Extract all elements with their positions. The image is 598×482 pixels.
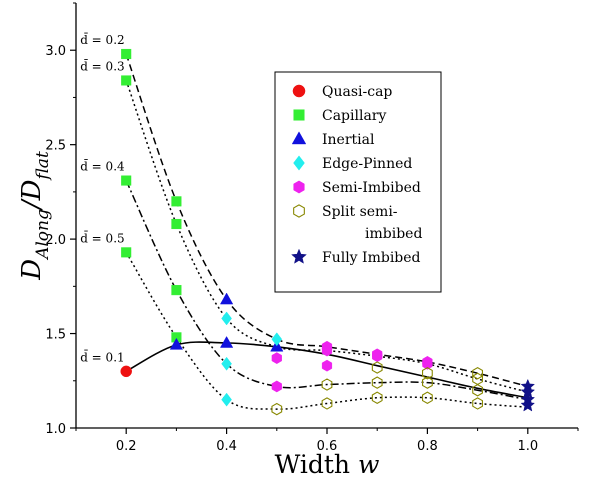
edge-pinned-marker [271,332,283,347]
inertial-marker [219,335,234,348]
x-tick-label: 0.4 [216,439,237,454]
split-semi-imbibed-marker [321,378,333,391]
split-semi-imbibed-marker [371,361,383,374]
split-semi-imbibed-marker [421,391,433,405]
split-semi-imbibed-marker [371,391,383,405]
capillary-marker [171,218,182,230]
legend-capillary-marker [293,109,305,121]
edge-pinned-marker [221,356,232,371]
inertial-marker [169,337,184,350]
legend-fully-imbibed-marker [291,248,307,264]
legend-split-semi-imbibed-marker [293,204,305,218]
split-semi-imbibed-marker [421,376,433,389]
line-label: d̄ = 0.2 [80,31,124,47]
x-tick-label: 0.6 [317,439,338,454]
legend-quasi-cap-marker [292,84,306,98]
capillary-marker [121,75,132,86]
legend-split-semi-imbibed-label: imbibed [365,226,422,242]
x-tick-label: 0.8 [417,439,438,454]
axis-titles: Width w DAlong/Dflat [17,151,379,479]
quasi-cap-marker [120,365,132,378]
data-markers [120,48,536,416]
semi-imbibed-marker [372,350,383,363]
inertial-marker [219,292,234,305]
capillary-marker [121,175,132,186]
semi-imbibed-marker [271,352,282,364]
capillary-marker [121,48,132,60]
legend-semi-imbibed-label: Semi-Imbibed [322,180,421,196]
split-semi-imbibed-marker [472,397,484,410]
legend-fully-imbibed-label: Fully Imbibed [322,250,421,266]
edge-pinned-marker [221,392,232,407]
split-semi-imbibed-marker [421,366,433,380]
y-tick-label: 1.0 [45,422,66,437]
line-label: d̄ = 0.3 [80,58,124,74]
series-line [125,251,528,410]
line-label: d̄ = 0.1 [80,349,124,365]
y-tick-label: 1.5 [45,328,66,343]
x-tick-label: 0.2 [116,439,137,454]
line-label: d̄ = 0.4 [80,158,125,174]
series-line [125,180,528,401]
x-tick-label: 1.0 [517,439,538,454]
split-semi-imbibed-marker [472,383,484,397]
legend-quasi-cap-label: Quasi-cap [322,84,392,100]
capillary-marker [171,285,182,296]
legend-inertial-marker [291,131,307,145]
capillary-marker [121,247,132,258]
y-axis-title: DAlong/Dflat [17,151,53,281]
edge-pinned-marker [221,311,232,326]
line-annotations: d̄ = 0.2 d̄ = 0.3 d̄ = 0.4 d̄ = 0.5 d̄ = 0.1 [80,31,125,364]
line-label: d̄ = 0.5 [80,230,124,246]
legend-edge-pinned-label: Edge-Pinned [322,156,412,172]
capillary-marker [171,196,182,207]
legend-semi-imbibed-marker [293,180,305,194]
split-semi-imbibed-marker [472,366,484,380]
semi-imbibed-marker [271,380,282,393]
y-tick-label: 3.0 [45,44,66,59]
legend-capillary-label: Capillary [322,108,386,124]
legend-split-semi-imbibed-label: Split semi- [322,204,398,220]
semi-imbibed-marker [321,359,333,372]
semi-imbibed-marker [422,357,433,370]
split-semi-imbibed-marker [271,402,283,416]
axes: 0.2 0.4 0.6 0.8 1.0 1.0 1.5 2.0 2.5 3.0 [45,2,579,454]
split-semi-imbibed-marker [371,376,383,389]
fully-imbibed-marker [520,397,536,412]
semi-imbibed-marker [321,344,333,357]
legend-inertial-label: Inertial [322,132,375,148]
legend-edge-pinned-marker [293,155,305,171]
y-tick-label: 2.0 [45,233,66,248]
legend: Quasi-cap Capillary Inertial Edge-Pinned Sem… [274,71,442,293]
split-semi-imbibed-marker [321,397,333,410]
y-tick-label: 2.5 [45,139,66,154]
x-axis-title: Width w [275,450,380,479]
